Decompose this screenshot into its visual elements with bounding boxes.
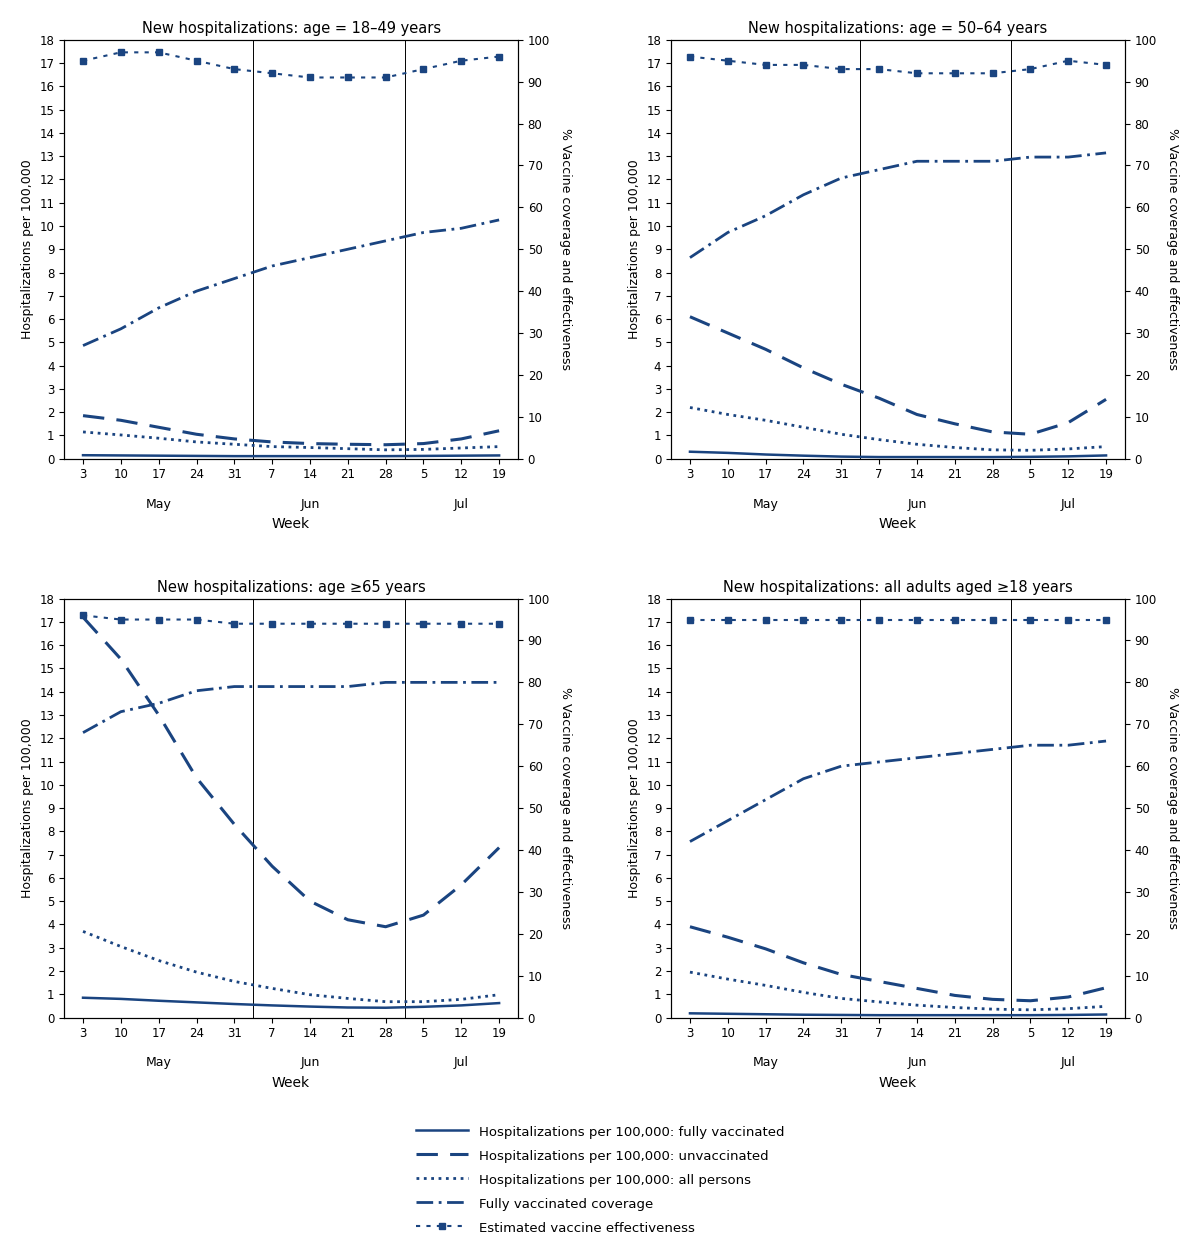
Text: Week: Week	[272, 1076, 310, 1089]
Text: Jun: Jun	[300, 1057, 319, 1069]
Y-axis label: % Vaccine coverage and effectiveness: % Vaccine coverage and effectiveness	[1166, 128, 1180, 370]
Text: Week: Week	[878, 1076, 917, 1089]
Text: May: May	[145, 1057, 172, 1069]
Title: New hospitalizations: all adults aged ≥18 years: New hospitalizations: all adults aged ≥1…	[724, 580, 1073, 595]
Text: Jul: Jul	[454, 1057, 469, 1069]
Text: Week: Week	[878, 517, 917, 531]
Text: Jul: Jul	[454, 497, 469, 511]
Text: Jun: Jun	[907, 1057, 926, 1069]
Y-axis label: Hospitalizations per 100,000: Hospitalizations per 100,000	[20, 718, 34, 897]
Text: Jul: Jul	[1061, 1057, 1075, 1069]
Y-axis label: Hospitalizations per 100,000: Hospitalizations per 100,000	[628, 718, 641, 897]
Y-axis label: Hospitalizations per 100,000: Hospitalizations per 100,000	[628, 159, 641, 339]
Text: Jul: Jul	[1061, 497, 1075, 511]
Y-axis label: % Vaccine coverage and effectiveness: % Vaccine coverage and effectiveness	[559, 686, 572, 929]
Text: May: May	[752, 1057, 779, 1069]
Y-axis label: % Vaccine coverage and effectiveness: % Vaccine coverage and effectiveness	[1166, 686, 1180, 929]
Legend: Hospitalizations per 100,000: fully vaccinated, Hospitalizations per 100,000: un: Hospitalizations per 100,000: fully vacc…	[409, 1117, 791, 1242]
Title: New hospitalizations: age ≥65 years: New hospitalizations: age ≥65 years	[157, 580, 426, 595]
Text: Week: Week	[272, 517, 310, 531]
Text: Jun: Jun	[907, 497, 926, 511]
Y-axis label: % Vaccine coverage and effectiveness: % Vaccine coverage and effectiveness	[559, 128, 572, 370]
Title: New hospitalizations: age = 50–64 years: New hospitalizations: age = 50–64 years	[749, 21, 1048, 36]
Title: New hospitalizations: age = 18–49 years: New hospitalizations: age = 18–49 years	[142, 21, 440, 36]
Y-axis label: Hospitalizations per 100,000: Hospitalizations per 100,000	[20, 159, 34, 339]
Text: May: May	[145, 497, 172, 511]
Text: May: May	[752, 497, 779, 511]
Text: Jun: Jun	[300, 497, 319, 511]
